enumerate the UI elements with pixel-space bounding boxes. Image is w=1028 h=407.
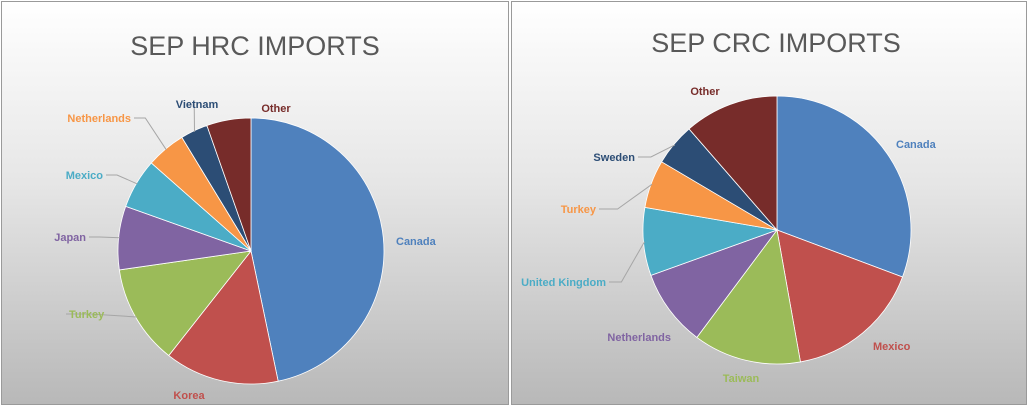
leader-line bbox=[638, 144, 676, 158]
slice-label-other: Other bbox=[690, 86, 720, 98]
slice-label-united-kingdom: United Kingdom bbox=[521, 277, 606, 289]
pie-slice-other bbox=[688, 95, 778, 232]
slice-label-canada: Canada bbox=[396, 236, 437, 248]
crc-imports-chart: SEP CRC IMPORTS Canada Mexico Taiwan Nether… bbox=[511, 1, 1027, 405]
leader-line bbox=[66, 313, 137, 318]
chart-title: SEP HRC IMPORTS bbox=[130, 31, 380, 61]
slice-label-mexico: Mexico bbox=[66, 170, 104, 182]
pie-slice-mexico bbox=[776, 229, 904, 363]
chart-title: SEP CRC IMPORTS bbox=[651, 28, 901, 58]
leader-line bbox=[599, 183, 653, 210]
leader-line bbox=[106, 174, 138, 185]
pie-slice-other bbox=[206, 117, 252, 252]
slice-label-vietnam: Vietnam bbox=[176, 99, 219, 111]
pie-slice-netherlands bbox=[650, 229, 779, 338]
hrc-imports-chart: SEP HRC IMPORTS Canada Korea Turkey Japan Me… bbox=[1, 1, 509, 405]
slice-label-netherlands: Netherlands bbox=[67, 113, 131, 125]
leader-line bbox=[609, 241, 645, 283]
slice-label-korea: Korea bbox=[173, 390, 205, 402]
leader-line bbox=[89, 236, 120, 239]
hrc-pie-svg: SEP HRC IMPORTS Canada Korea Turkey Japan Me… bbox=[54, 31, 437, 402]
slice-label-turkey: Turkey bbox=[561, 204, 597, 216]
slice-label-japan: Japan bbox=[54, 232, 86, 244]
slice-label-netherlands: Netherlands bbox=[607, 332, 671, 344]
slice-label-sweden: Sweden bbox=[593, 152, 635, 164]
pie-slice-turkey bbox=[118, 250, 252, 357]
slice-label-other: Other bbox=[261, 103, 291, 115]
slice-label-mexico: Mexico bbox=[873, 341, 911, 353]
slice-label-taiwan: Taiwan bbox=[723, 373, 760, 385]
leader-line bbox=[193, 103, 195, 132]
crc-pie-svg: SEP CRC IMPORTS Canada Mexico Taiwan Nether… bbox=[521, 28, 937, 385]
leader-line bbox=[134, 117, 167, 151]
pie-slice-korea bbox=[168, 250, 279, 385]
pie-slice-canada bbox=[250, 117, 385, 382]
pie-slice-taiwan bbox=[696, 229, 801, 365]
slice-label-canada: Canada bbox=[896, 139, 937, 151]
pie-slice-canada bbox=[776, 95, 912, 278]
slice-label-turkey: Turkey bbox=[69, 309, 105, 321]
